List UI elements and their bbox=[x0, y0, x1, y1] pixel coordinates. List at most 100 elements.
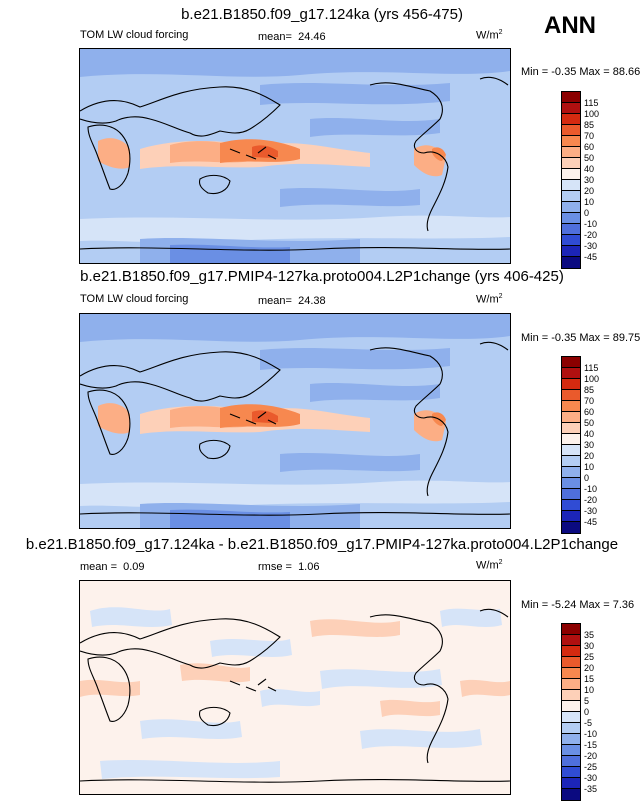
colorbar-swatch bbox=[562, 357, 580, 368]
colorbar-tick-label: 30 bbox=[584, 175, 595, 185]
colorbar-tick-label: -20 bbox=[584, 751, 598, 761]
panel1-minmax-label: Min = -0.35 Max = 88.66 bbox=[521, 66, 641, 78]
colorbar-swatch bbox=[562, 767, 580, 778]
diff-neg-patch bbox=[320, 669, 442, 689]
africa-convection-field bbox=[98, 138, 130, 169]
colorbar-swatch bbox=[562, 789, 580, 800]
colorbar-tick-label: -5 bbox=[584, 718, 593, 728]
colorbar-tick-label: -30 bbox=[584, 241, 598, 251]
colorbar-swatch bbox=[562, 467, 580, 478]
colorbar-swatch bbox=[562, 456, 580, 467]
colorbar-tick-label: 25 bbox=[584, 652, 595, 662]
colorbar-swatch bbox=[562, 158, 580, 169]
colorbar-tick-label: -25 bbox=[584, 762, 598, 772]
colorbar-swatch bbox=[562, 368, 580, 379]
colorbar-tick-label: 70 bbox=[584, 131, 595, 141]
panel3-title: b.e21.B1850.f09_g17.124ka - b.e21.B1850.… bbox=[25, 536, 619, 553]
colorbar-tick-label: -45 bbox=[584, 517, 598, 527]
panel1-variable-label: TOM LW cloud forcing bbox=[80, 29, 189, 41]
colorbar-swatch bbox=[562, 202, 580, 213]
colorbar-tick-label: 20 bbox=[584, 451, 595, 461]
colorbar-tick-label: -30 bbox=[584, 506, 598, 516]
colorbar-tick-label: -10 bbox=[584, 219, 598, 229]
colorbar-tick-label: 60 bbox=[584, 142, 595, 152]
colorbar-tick-label: 50 bbox=[584, 418, 595, 428]
diff-pos-patch bbox=[460, 679, 510, 697]
colorbar-swatch bbox=[562, 522, 580, 533]
colorbar-tick-label: 20 bbox=[584, 663, 595, 673]
colorbar-tick-label: 50 bbox=[584, 153, 595, 163]
se-pacific-dry-field bbox=[280, 453, 420, 472]
colorbar-swatch bbox=[562, 723, 580, 734]
panel2-map bbox=[79, 313, 511, 529]
colorbar-swatch bbox=[562, 624, 580, 635]
warm-pool-peak-field bbox=[252, 145, 278, 158]
colorbar-swatch bbox=[562, 213, 580, 224]
panel2-mean-label: mean= 24.38 bbox=[258, 295, 326, 307]
colorbar-swatch bbox=[562, 778, 580, 789]
diff-pos-patch bbox=[380, 699, 440, 717]
colorbar-swatch bbox=[562, 745, 580, 756]
panel3-colorbar bbox=[561, 623, 581, 801]
colorbar-swatch bbox=[562, 169, 580, 180]
panel2-variable-label: TOM LW cloud forcing bbox=[80, 293, 189, 305]
colorbar-swatch bbox=[562, 478, 580, 489]
colorbar-tick-label: 5 bbox=[584, 696, 590, 706]
diff-neg-patch bbox=[100, 760, 280, 779]
colorbar-swatch bbox=[562, 180, 580, 191]
colorbar-swatch bbox=[562, 712, 580, 723]
colorbar-swatch bbox=[562, 114, 580, 125]
colorbar-tick-label: 15 bbox=[584, 674, 595, 684]
colorbar-swatch bbox=[562, 445, 580, 456]
coastlines bbox=[80, 608, 510, 783]
n-pacific-field bbox=[260, 83, 450, 105]
diff-neg-patch bbox=[360, 729, 482, 749]
colorbar-tick-label: 10 bbox=[584, 685, 595, 695]
panel3-minmax-label: Min = -5.24 Max = 7.36 bbox=[521, 599, 635, 611]
colorbar-swatch bbox=[562, 423, 580, 434]
colorbar-swatch bbox=[562, 401, 580, 412]
panel1-title: b.e21.B1850.f09_g17.124ka (yrs 456-475) bbox=[181, 6, 463, 23]
panel2-units-label: W/m2 bbox=[476, 293, 503, 306]
panel3-rmse-label: rmse = 1.06 bbox=[258, 561, 320, 573]
colorbar-tick-label: 115 bbox=[584, 363, 599, 373]
colorbar-tick-label: 70 bbox=[584, 396, 595, 406]
colorbar-tick-label: -35 bbox=[584, 784, 598, 794]
colorbar-tick-label: 40 bbox=[584, 429, 595, 439]
colorbar-tick-label: 35 bbox=[584, 630, 595, 640]
colorbar-tick-label: 0 bbox=[584, 473, 590, 483]
panel2-minmax-label: Min = -0.35 Max = 89.75 bbox=[521, 332, 641, 344]
panel3-map bbox=[79, 580, 511, 795]
colorbar-swatch bbox=[562, 500, 580, 511]
colorbar-swatch bbox=[562, 412, 580, 423]
colorbar-tick-label: 85 bbox=[584, 120, 595, 130]
colorbar-tick-label: -45 bbox=[584, 252, 598, 262]
diff-neg-patch bbox=[90, 607, 172, 627]
colorbar-tick-label: 115 bbox=[584, 98, 599, 108]
colorbar-tick-label: 30 bbox=[584, 641, 595, 651]
colorbar-tick-label: 20 bbox=[584, 186, 595, 196]
colorbar-tick-label: -15 bbox=[584, 740, 598, 750]
ne-pacific-dry-field bbox=[310, 383, 440, 402]
africa-convection-field bbox=[98, 403, 130, 434]
colorbar-swatch bbox=[562, 646, 580, 657]
colorbar-swatch bbox=[562, 191, 580, 202]
colorbar-swatch bbox=[562, 235, 580, 246]
colorbar-tick-label: 10 bbox=[584, 197, 595, 207]
colorbar-swatch bbox=[562, 224, 580, 235]
season-label: ANN bbox=[544, 12, 596, 39]
colorbar-swatch bbox=[562, 679, 580, 690]
colorbar-swatch bbox=[562, 246, 580, 257]
n-pacific-field bbox=[260, 348, 450, 370]
colorbar-swatch bbox=[562, 756, 580, 767]
arctic-field bbox=[80, 49, 510, 77]
ne-pacific-dry-field bbox=[310, 118, 440, 137]
panel3-mean-label: mean = 0.09 bbox=[80, 561, 145, 573]
diff-neg-patch bbox=[260, 689, 320, 707]
warm-pool-peak-field bbox=[252, 410, 278, 423]
colorbar-swatch bbox=[562, 489, 580, 500]
southern-ocean-field bbox=[80, 480, 510, 508]
colorbar-swatch bbox=[562, 103, 580, 114]
colorbar-tick-label: 0 bbox=[584, 707, 590, 717]
colorbar-swatch bbox=[562, 125, 580, 136]
